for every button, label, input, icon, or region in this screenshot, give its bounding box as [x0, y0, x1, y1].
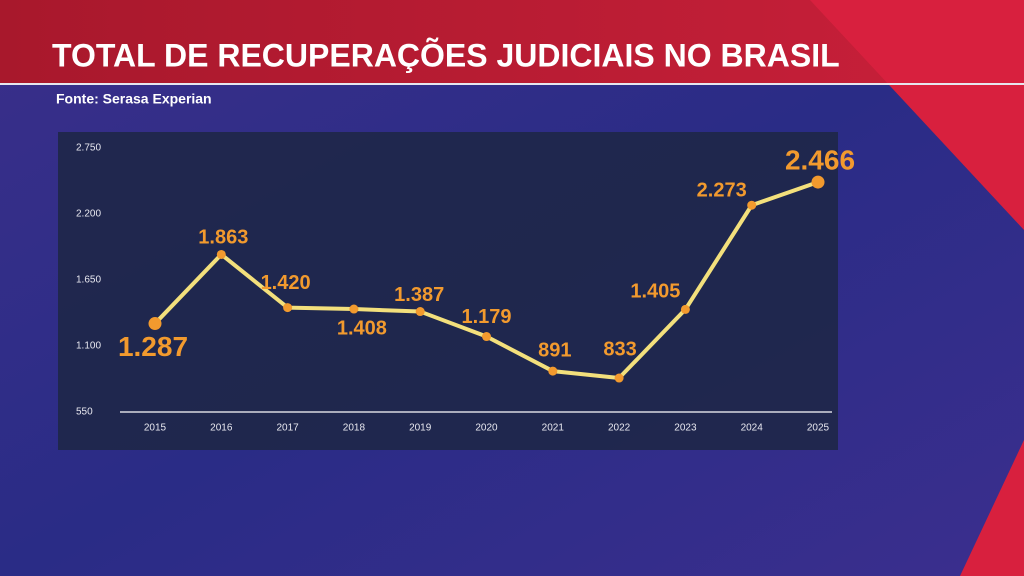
- data-point: [548, 366, 558, 376]
- data-point: [415, 307, 425, 317]
- data-point: [680, 304, 690, 314]
- y-tick-label: 2.200: [76, 209, 101, 220]
- value-label: 1.179: [461, 306, 511, 328]
- x-tick-label: 2016: [210, 423, 233, 434]
- x-tick-label: 2023: [674, 423, 697, 434]
- corner-shape: [960, 440, 1024, 576]
- value-label: 1.408: [337, 317, 387, 339]
- x-tick-label: 2024: [741, 423, 764, 434]
- data-point: [811, 175, 825, 189]
- x-tick-label: 2018: [343, 423, 366, 434]
- y-tick-label: 550: [76, 407, 93, 418]
- y-tick-label: 1.650: [76, 275, 101, 286]
- x-tick-label: 2020: [475, 423, 498, 434]
- data-point: [482, 332, 491, 342]
- y-tick-label: 1.100: [76, 341, 101, 352]
- chart-title: TOTAL DE RECUPERAÇÕES JUDICIAIS NO BRASI…: [52, 37, 840, 73]
- corner-shape: [810, 0, 1024, 230]
- data-point: [216, 249, 226, 259]
- data-point: [349, 304, 359, 314]
- value-label: 1.287: [118, 331, 188, 362]
- x-tick-label: 2025: [807, 423, 830, 434]
- value-label: 1.387: [394, 284, 444, 306]
- x-tick-label: 2021: [542, 423, 565, 434]
- value-label: 891: [538, 339, 571, 361]
- source: Fonte: Serasa Experian: [56, 91, 212, 107]
- value-label: 1.405: [630, 281, 680, 303]
- y-tick-label: 2.750: [76, 143, 101, 154]
- data-point: [614, 373, 624, 383]
- data-point: [148, 317, 162, 331]
- value-label: 1.420: [261, 272, 311, 294]
- x-tick-label: 2017: [276, 423, 299, 434]
- value-label: 2.466: [785, 144, 855, 175]
- x-tick-label: 2015: [144, 423, 167, 434]
- data-point: [747, 200, 757, 210]
- x-tick-label: 2022: [608, 423, 631, 434]
- x-tick-label: 2019: [409, 423, 432, 434]
- value-label: 833: [603, 338, 636, 360]
- data-point: [283, 303, 293, 313]
- value-label: 2.273: [697, 180, 747, 202]
- value-label: 1.863: [198, 227, 248, 249]
